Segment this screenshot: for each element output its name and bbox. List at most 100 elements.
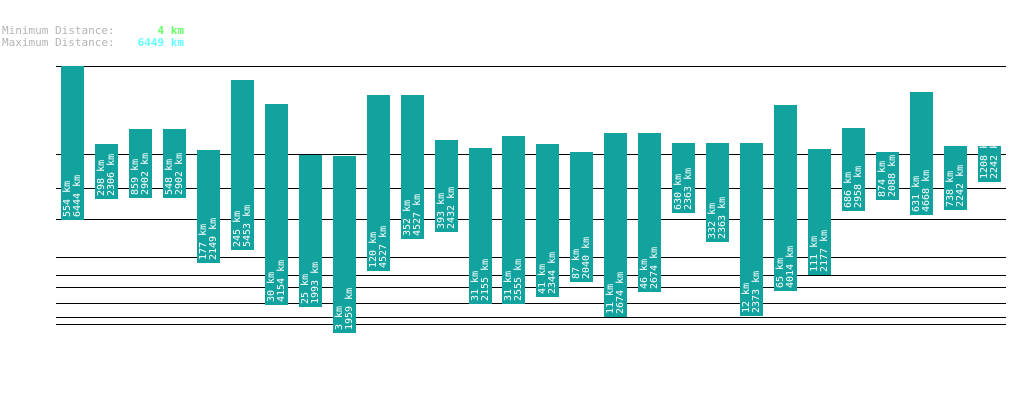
bar-max-label-24: 2088 km — [887, 155, 898, 197]
bar-8 — [333, 156, 356, 333]
bar-10 — [401, 95, 424, 239]
bar-min-label-1: 298 km — [96, 160, 107, 196]
bar-group-12: 31 km 2155 km — [469, 148, 492, 304]
bar-13 — [502, 136, 525, 304]
bar-max-label-25: 4668 km — [921, 170, 932, 212]
bar-group-5: 245 km 5453 km — [231, 80, 254, 250]
bar-11 — [435, 140, 458, 232]
bar-max-label-6: 4154 km — [276, 260, 287, 302]
bar-max-label-19: 2363 km — [717, 197, 728, 239]
minimum-distance-value: 4 km — [157, 24, 185, 37]
bar-group-26: 738 km 2242 km — [944, 146, 967, 210]
bar-min-label-9: 120 km — [368, 232, 379, 268]
bar-group-3: 548 km 2902 km — [163, 129, 186, 198]
bar-0 — [61, 66, 84, 220]
bar-max-label-5: 5453 km — [242, 205, 253, 247]
bar-19 — [706, 143, 729, 242]
bar-max-label-7: 1993 km — [310, 262, 321, 304]
bar-min-label-8: 3 km — [334, 306, 345, 330]
bar-max-label-0: 6444 km — [72, 175, 83, 217]
bar-max-label-16: 2674 km — [615, 272, 626, 314]
bar-group-0: 554 km 6444 km — [61, 66, 84, 220]
bar-group-20: 12 km 2373 km — [740, 143, 763, 316]
bar-min-label-26: 738 km — [945, 171, 956, 207]
bar-group-15: 87 km 2040 km — [570, 152, 593, 282]
bar-max-label-18: 2363 km — [683, 168, 694, 210]
bar-17 — [638, 133, 661, 292]
bar-min-label-6: 30 km — [266, 272, 277, 302]
bar-max-label-12: 2155 km — [480, 259, 491, 301]
bar-min-label-4: 177 km — [198, 224, 209, 260]
bar-24 — [876, 152, 899, 200]
bar-27 — [978, 146, 1001, 182]
bar-15 — [570, 152, 593, 282]
bar-22 — [808, 149, 831, 275]
bar-group-21: 65 km 4014 km — [774, 105, 797, 291]
bar-max-label-15: 2040 km — [581, 237, 592, 279]
bar-group-25: 631 km 4668 km — [910, 92, 933, 215]
bar-min-label-7: 25 km — [300, 274, 311, 304]
bar-max-label-10: 4527 km — [412, 194, 423, 236]
bar-25 — [910, 92, 933, 215]
bar-3 — [163, 129, 186, 198]
bar-min-label-21: 65 km — [775, 258, 786, 288]
bar-group-8: 3 km 1959 km — [333, 156, 356, 333]
bar-group-14: 41 km 2344 km — [536, 144, 559, 297]
bar-max-label-26: 2242 km — [955, 165, 966, 207]
bar-min-label-13: 31 km — [503, 271, 514, 301]
bar-min-label-17: 46 km — [639, 259, 650, 289]
bar-group-19: 332 km 2363 km — [706, 143, 729, 242]
bar-min-label-0: 554 km — [62, 181, 73, 217]
bar-16 — [604, 133, 627, 317]
bar-min-label-5: 245 km — [232, 211, 243, 247]
bar-21 — [774, 105, 797, 291]
bar-min-label-10: 352 km — [402, 200, 413, 236]
bar-7 — [299, 155, 322, 307]
bar-min-label-22: 111 km — [809, 236, 820, 272]
bar-min-label-15: 87 km — [571, 249, 582, 279]
bar-23 — [842, 128, 865, 211]
maximum-distance-row: Maximum Distance: 6449 km — [2, 37, 184, 49]
bar-group-7: 25 km 1993 km — [299, 155, 322, 307]
bar-max-label-9: 4527 km — [378, 226, 389, 268]
bar-min-label-2: 859 km — [130, 159, 141, 195]
maximum-distance-value: 6449 km — [137, 36, 184, 49]
bar-14 — [536, 144, 559, 297]
bar-min-label-16: 11 km — [605, 284, 616, 314]
bar-min-label-11: 393 km — [436, 193, 447, 229]
maximum-distance-label: Maximum Distance: — [2, 36, 115, 49]
bar-min-label-20: 12 km — [741, 283, 752, 313]
bar-group-23: 686 km 2958 km — [842, 128, 865, 211]
bar-max-label-8: 1959 km — [344, 288, 355, 330]
bar-max-label-23: 2958 km — [853, 166, 864, 208]
bar-1 — [95, 144, 118, 199]
bar-min-label-12: 31 km — [470, 271, 481, 301]
bar-group-1: 298 km 2306 km — [95, 144, 118, 199]
bar-2 — [129, 129, 152, 198]
bar-max-label-1: 2306 km — [106, 154, 117, 196]
bar-group-17: 46 km 2674 km — [638, 133, 661, 292]
minimum-distance-row: Minimum Distance: 4 km — [2, 25, 184, 37]
bar-group-9: 120 km 4527 km — [367, 95, 390, 271]
bar-max-label-2: 2902 km — [140, 153, 151, 195]
bar-group-6: 30 km 4154 km — [265, 104, 288, 305]
minimum-distance-label: Minimum Distance: — [2, 24, 115, 37]
bar-max-label-22: 2177 km — [819, 230, 830, 272]
bar-4 — [197, 150, 220, 263]
bar-group-27: 1208 km 2242 km — [978, 137, 1001, 182]
bar-min-label-19: 332 km — [707, 203, 718, 239]
bar-18 — [672, 143, 695, 213]
bar-group-22: 111 km 2177 km — [808, 149, 831, 275]
bar-26 — [944, 146, 967, 210]
bar-max-label-20: 2373 km — [751, 271, 762, 313]
bar-max-label-27: 2242 km — [989, 137, 1000, 179]
bar-min-label-18: 630 km — [673, 174, 684, 210]
bars: 554 km 6444 km 298 km 2306 km 859 km 2902 km 5… — [61, 66, 1001, 333]
bar-group-2: 859 km 2902 km — [129, 129, 152, 198]
bar-group-24: 874 km 2088 km — [876, 152, 899, 200]
bar-max-label-21: 4014 km — [785, 246, 796, 288]
bar-6 — [265, 104, 288, 305]
bar-min-label-23: 686 km — [843, 172, 854, 208]
bar-group-18: 630 km 2363 km — [672, 143, 695, 213]
bar-min-label-3: 548 km — [164, 159, 175, 195]
